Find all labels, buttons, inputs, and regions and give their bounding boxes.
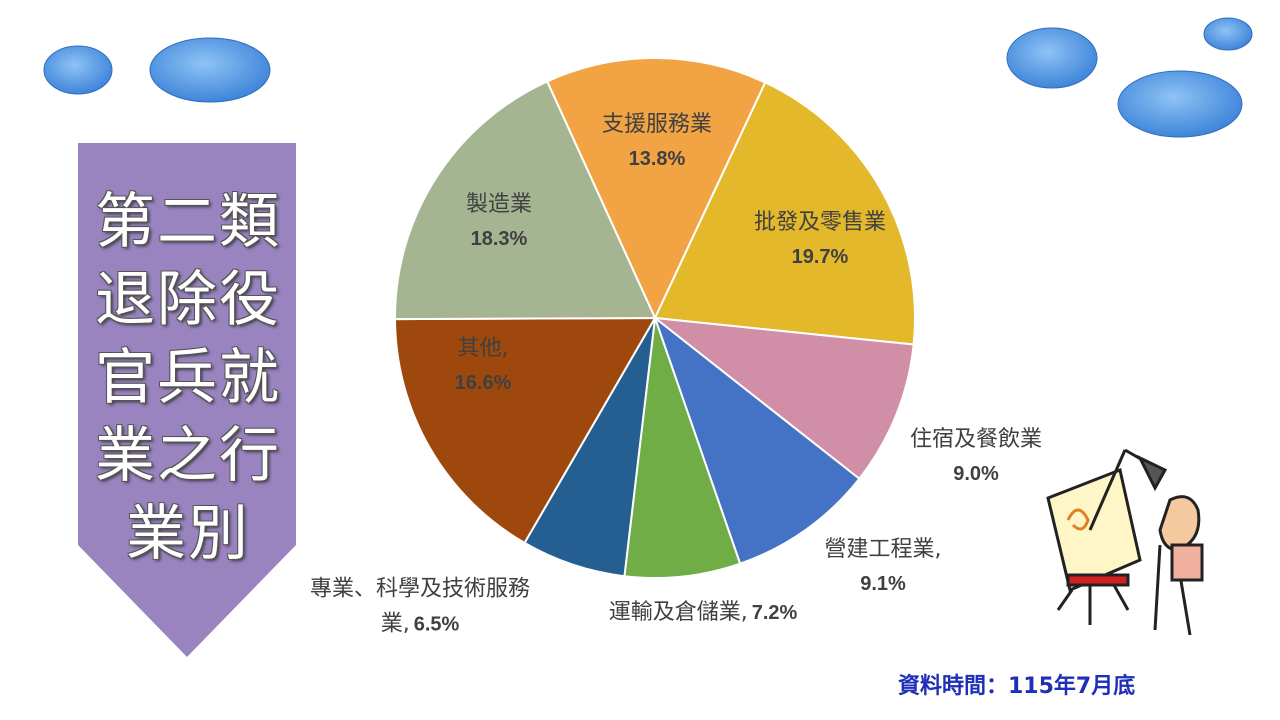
- category-label: 其他,: [457, 336, 509, 361]
- slice-label: 住宿及餐飲業 9.0%: [910, 422, 1042, 492]
- value-label: 13.8%: [628, 148, 686, 170]
- value-label: 18.3%: [470, 228, 528, 250]
- value-label: 9.0%: [953, 463, 999, 485]
- source-note: 資料時間：115年7月底: [898, 674, 1136, 699]
- pie-slice: [393, 316, 657, 545]
- slice-label: 專業、科學及技術服務業, 6.5%: [295, 572, 545, 643]
- pie-slice: [623, 317, 742, 579]
- category-label: 運輸及倉儲業,: [608, 600, 748, 625]
- category-label: 專業、科學及技術服務業,: [309, 576, 530, 637]
- category-label: 批發及零售業: [753, 210, 887, 235]
- clouds: [43, 17, 1253, 138]
- category-label: 支援服務業: [601, 112, 713, 137]
- category-label: 營建工程業,: [824, 537, 942, 562]
- pie-slice: [545, 57, 767, 321]
- slice-label: 運輸及倉儲業, 7.2%: [609, 595, 798, 631]
- pie-slice: [652, 315, 861, 565]
- slice-label: 其他, 16.6%: [455, 331, 512, 401]
- slide-title: 第二類退除役官兵就業之行業別: [95, 187, 281, 569]
- category-label: 住宿及餐飲業: [909, 427, 1043, 452]
- pie: [393, 57, 916, 579]
- value-label: 7.2%: [751, 602, 798, 624]
- slice-label: 營建工程業, 9.1%: [825, 532, 942, 602]
- category-label: 製造業: [465, 192, 533, 217]
- value-label: 9.1%: [860, 573, 906, 595]
- value-label: 16.6%: [454, 372, 512, 394]
- title-banner: [78, 143, 296, 657]
- pie-slice: [394, 80, 657, 321]
- slice-label: 支援服務業 13.8%: [602, 107, 712, 177]
- value-label: 6.5%: [413, 613, 460, 636]
- pie-slice: [651, 316, 915, 481]
- slice-label: 製造業 18.3%: [466, 187, 532, 257]
- value-label: 19.7%: [791, 246, 849, 268]
- slice-label: 批發及零售業 19.7%: [754, 205, 886, 275]
- artist-clipart: [1046, 448, 1204, 636]
- pie-slice: [653, 81, 916, 346]
